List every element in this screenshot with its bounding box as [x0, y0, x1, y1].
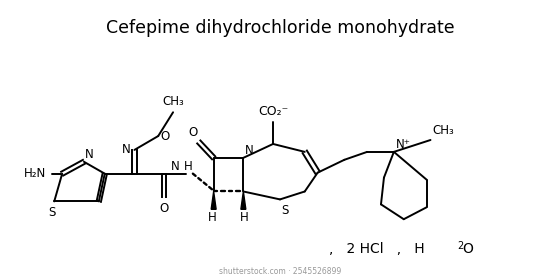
Text: H: H	[240, 211, 249, 224]
Text: shutterstock.com · 2545526899: shutterstock.com · 2545526899	[219, 267, 341, 276]
Text: O: O	[160, 130, 169, 143]
Text: N: N	[122, 143, 130, 157]
Text: N: N	[245, 144, 254, 157]
Polygon shape	[211, 192, 216, 209]
Text: O: O	[462, 242, 473, 256]
Polygon shape	[241, 192, 246, 209]
Text: ,   2 HCl   ,   H: , 2 HCl , H	[329, 242, 425, 256]
Text: H: H	[183, 160, 192, 173]
Text: N: N	[171, 160, 180, 173]
Text: N⁺: N⁺	[396, 138, 411, 151]
Text: H₂N: H₂N	[24, 167, 46, 180]
Text: S: S	[281, 204, 288, 217]
Text: CO₂⁻: CO₂⁻	[258, 105, 288, 118]
Text: CH₃: CH₃	[162, 95, 184, 108]
Text: O: O	[159, 202, 169, 215]
Text: S: S	[49, 206, 56, 219]
Text: 2: 2	[457, 241, 463, 251]
Text: O: O	[188, 126, 198, 139]
Text: Cefepime dihydrochloride monohydrate: Cefepime dihydrochloride monohydrate	[106, 19, 454, 37]
Text: N: N	[85, 148, 94, 161]
Text: H: H	[209, 211, 217, 224]
Text: CH₃: CH₃	[433, 124, 454, 137]
